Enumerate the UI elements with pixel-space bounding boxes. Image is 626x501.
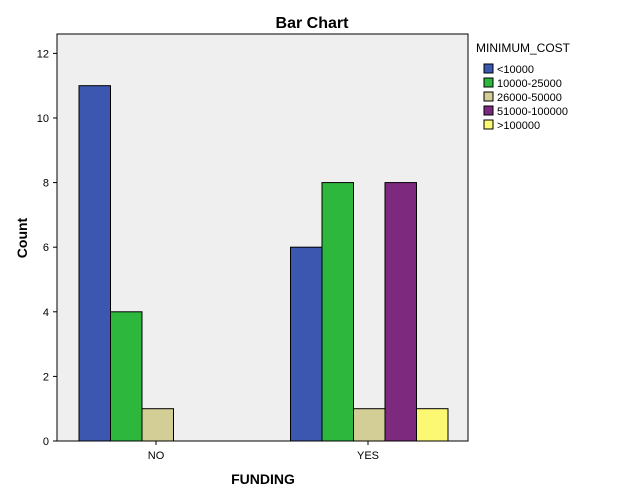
y-tick-label: 8 (43, 178, 49, 190)
legend-title: MINIMUM_COST (476, 41, 571, 55)
y-tick-label: 2 (43, 371, 49, 383)
y-tick-label: 0 (43, 436, 49, 448)
bar-yes-series-4 (416, 408, 449, 442)
legend: MINIMUM_COST <10000 10000-25000 26000-5000… (476, 41, 571, 132)
legend-label: <10000 (497, 64, 534, 76)
bar-yes-series-2 (353, 408, 386, 442)
legend-label: >100000 (497, 120, 540, 132)
bar-no-series-0 (78, 85, 111, 442)
x-axis: NO YES (148, 441, 379, 462)
x-axis-label: FUNDING (231, 471, 295, 487)
bar-no-series-1 (110, 311, 143, 442)
legend-label: 26000-50000 (497, 92, 562, 104)
legend-swatch (483, 77, 494, 88)
bar-yes-series-1 (321, 182, 354, 442)
y-tick-label: 10 (37, 113, 49, 125)
bar-no-series-2 (141, 408, 174, 442)
y-tick-label: 4 (43, 307, 49, 319)
y-tick-label: 12 (37, 48, 49, 60)
x-tick-label: YES (357, 450, 379, 462)
chart-title: Bar Chart (276, 15, 350, 32)
bar-yes-series-0 (290, 246, 323, 442)
legend-swatch (483, 119, 494, 130)
legend-swatch (483, 63, 494, 74)
y-axis-label: Count (14, 217, 30, 258)
legend-label: 10000-25000 (497, 78, 562, 90)
x-tick-label: NO (148, 450, 165, 462)
legend-swatch (483, 91, 494, 102)
bar-yes-series-3 (384, 182, 417, 442)
legend-label: 51000-100000 (497, 106, 568, 118)
bars (78, 85, 449, 442)
y-tick-label: 6 (43, 242, 49, 254)
y-axis: 0 2 4 6 8 10 12 (37, 48, 57, 448)
legend-swatch (483, 105, 494, 116)
